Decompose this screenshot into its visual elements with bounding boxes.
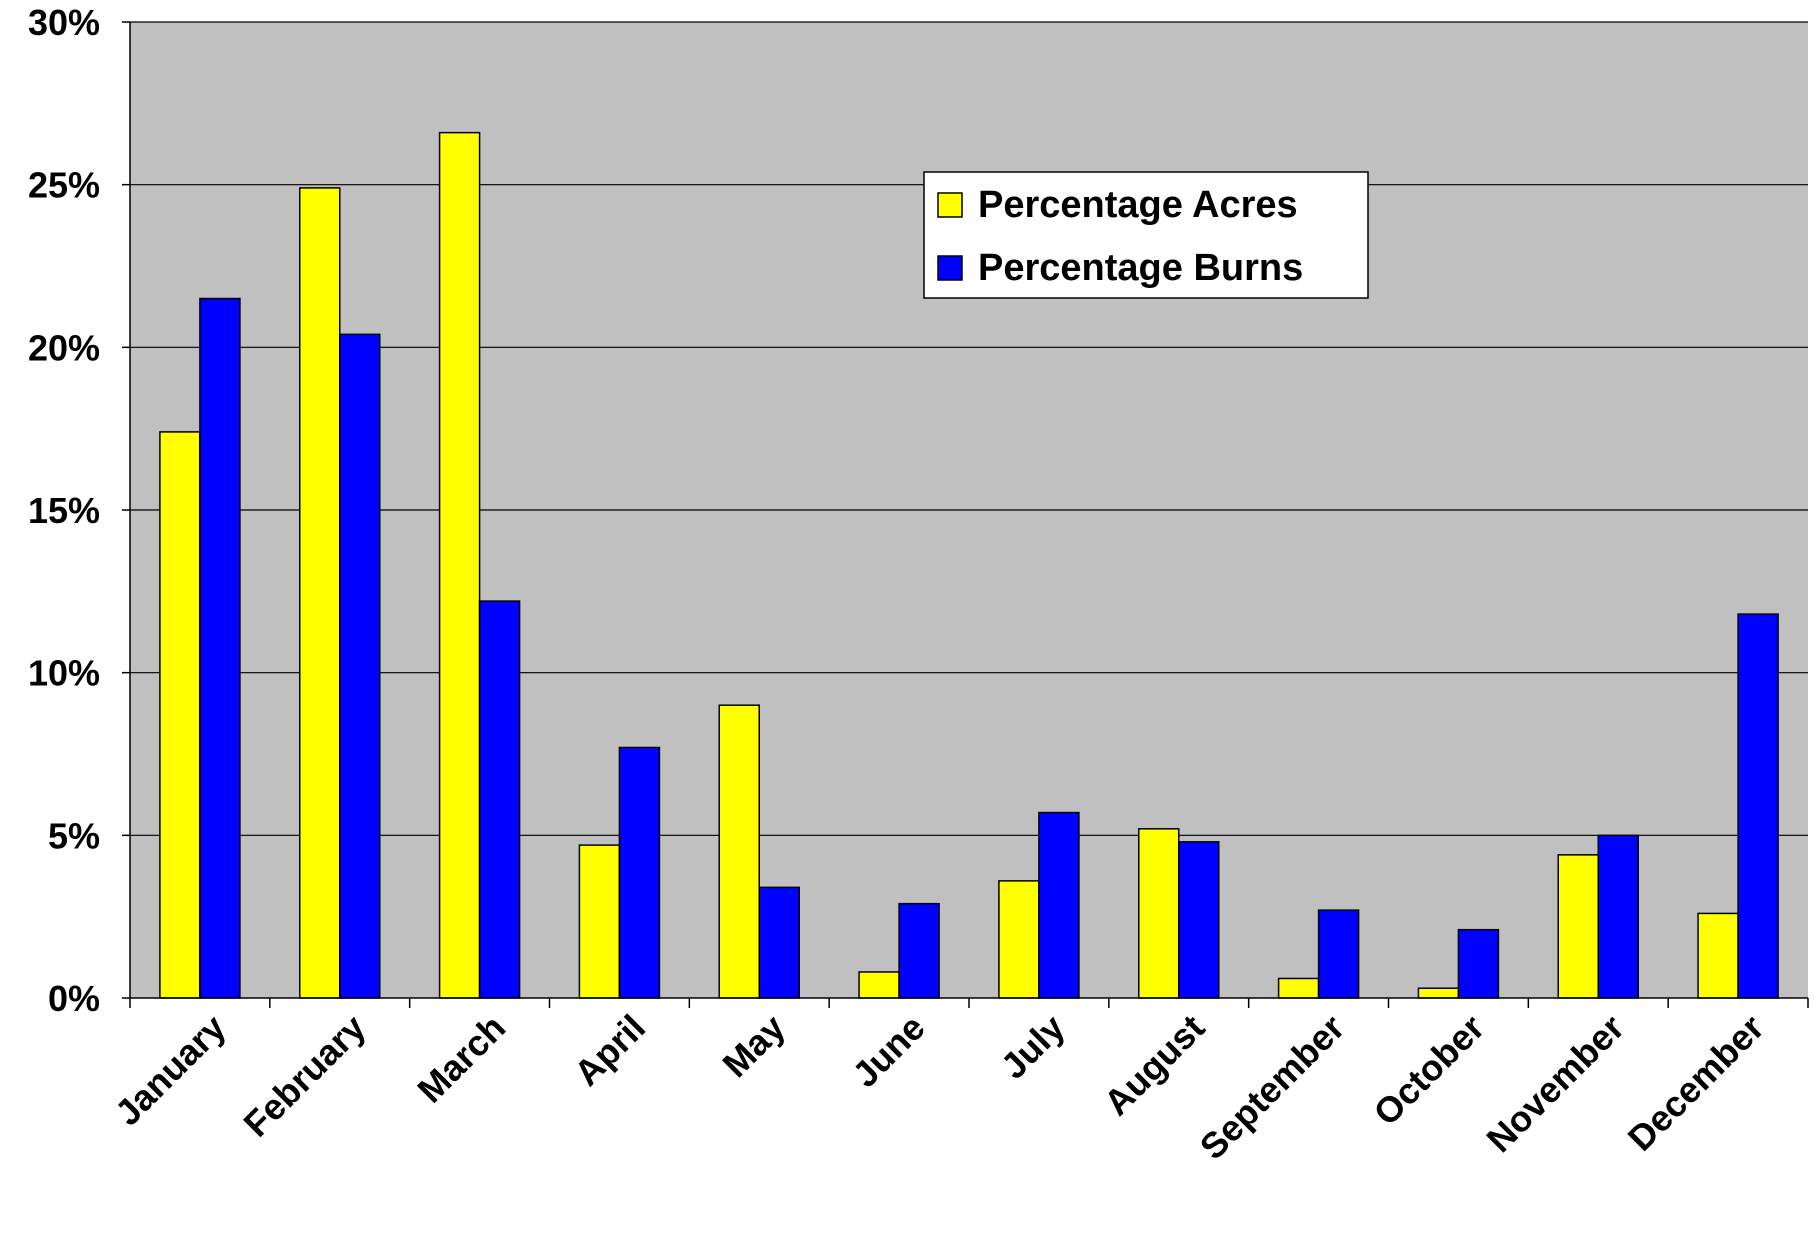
x-tick-label: November <box>1478 1007 1631 1160</box>
legend: Percentage Acres Percentage Burns <box>923 171 1369 299</box>
bar-percentage-burns-october <box>1457 928 1500 999</box>
y-tick-label: 0% <box>48 978 100 1019</box>
bar-percentage-burns-august <box>1178 841 1220 999</box>
bar-percentage-acres-december <box>1697 912 1739 999</box>
bars <box>159 131 1779 999</box>
y-tick-label: 10% <box>28 653 100 694</box>
bar-percentage-acres-april <box>578 844 621 999</box>
legend-box <box>923 171 1369 299</box>
x-tick-label: April <box>566 1007 653 1094</box>
x-tick-label: January <box>107 1007 234 1134</box>
y-axis-ticks: 0% 5% 10% 15% 20% 25% 30% <box>28 2 130 1019</box>
bar-percentage-burns-december <box>1737 613 1779 999</box>
bar-percentage-acres-february <box>299 187 341 999</box>
y-tick-label: 15% <box>28 490 100 531</box>
bar-percentage-acres-september <box>1277 977 1320 999</box>
bar-percentage-burns-march <box>478 600 521 999</box>
bar-percentage-acres-june <box>858 971 900 999</box>
legend-label: Percentage Burns <box>978 247 1303 289</box>
bar-percentage-acres-january <box>159 431 201 999</box>
y-tick-label: 5% <box>48 815 100 856</box>
bar-percentage-acres-march <box>438 131 481 999</box>
bar-percentage-acres-august <box>1138 828 1180 999</box>
x-tick-label: June <box>844 1007 932 1095</box>
x-tick-label: March <box>409 1007 513 1111</box>
bar-percentage-burns-june <box>898 902 940 999</box>
x-tick-label: February <box>235 1007 373 1145</box>
x-axis-ticks: January February March April May June July Augu… <box>107 998 1809 1168</box>
bar-percentage-burns-april <box>618 746 661 999</box>
bar-percentage-burns-february <box>339 333 381 999</box>
y-tick-label: 25% <box>28 165 100 206</box>
x-tick-label: May <box>714 1007 793 1086</box>
bar-percentage-burns-july <box>1038 811 1080 999</box>
x-tick-label: October <box>1365 1007 1492 1134</box>
x-tick-label: July <box>993 1007 1073 1087</box>
x-tick-label: September <box>1192 1007 1353 1168</box>
bar-percentage-burns-january <box>199 297 241 999</box>
gridlines <box>130 21 1808 836</box>
bar-percentage-acres-november <box>1557 854 1599 999</box>
legend-label: Percentage Acres <box>978 184 1298 226</box>
y-tick-label: 30% <box>28 2 100 43</box>
bar-percentage-burns-november <box>1597 834 1639 999</box>
legend-swatch <box>937 192 963 218</box>
bar-percentage-burns-september <box>1317 909 1360 999</box>
bar-percentage-acres-may <box>718 704 760 999</box>
x-tick-label: December <box>1620 1007 1772 1159</box>
legend-swatch <box>937 255 963 281</box>
y-tick-label: 20% <box>28 327 100 368</box>
bar-percentage-acres-october <box>1417 987 1460 999</box>
bar-percentage-acres-july <box>998 880 1040 999</box>
x-tick-label: August <box>1096 1007 1213 1124</box>
bar-percentage-burns-may <box>758 886 800 999</box>
